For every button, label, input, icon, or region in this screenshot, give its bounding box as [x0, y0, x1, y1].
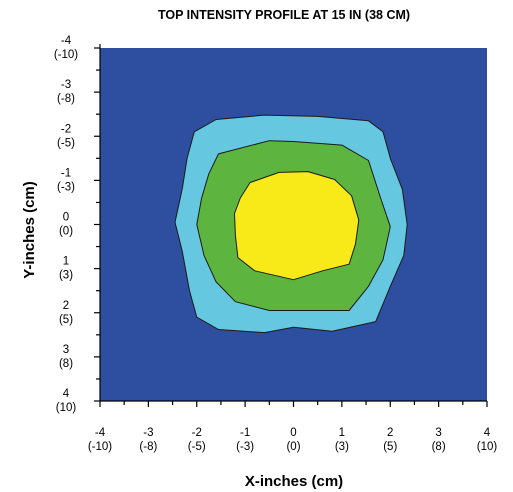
y-tick-label-cm: (0) — [59, 226, 73, 238]
y-tick-label-in: 0 — [63, 212, 69, 224]
y-tick-label-in: 2 — [63, 300, 69, 312]
x-axis-label: X-inches (cm) — [245, 473, 343, 490]
y-tick-label-in: 4 — [63, 388, 70, 400]
y-tick-label-cm: (5) — [59, 314, 73, 326]
x-tick-label-cm: (-5) — [188, 441, 206, 453]
x-tick-label-in: 1 — [339, 427, 345, 439]
y-tick-label-cm: (8) — [59, 358, 73, 370]
contour-region-3 — [234, 171, 360, 281]
x-tick-label-in: 0 — [290, 427, 296, 439]
y-tick-label-cm: (3) — [59, 270, 73, 282]
x-tick-label-cm: (8) — [432, 441, 446, 453]
y-tick-label-in: -1 — [61, 167, 71, 179]
x-tick-label-cm: (10) — [477, 441, 498, 453]
y-tick-label-cm: (-3) — [57, 181, 75, 193]
x-axis-ticks: -4 (-10) -3 (-8) -2 (-5) -1 (-3) 0 (0) 1 (3) 2 (5) 3 (8… — [88, 401, 498, 453]
x-tick-label-cm: (-3) — [236, 441, 254, 453]
y-tick-label-in: 1 — [63, 256, 69, 268]
x-tick-label-in: -4 — [95, 427, 106, 439]
x-tick-label-in: -3 — [143, 427, 153, 439]
y-tick-label-in: -4 — [61, 35, 72, 47]
y-tick-label-cm: (-10) — [54, 49, 78, 61]
chart-title: TOP INTENSITY PROFILE AT 15 IN (38 CM) — [158, 8, 410, 22]
y-tick-label-cm: (10) — [56, 402, 77, 414]
y-tick-label-in: 3 — [63, 344, 69, 356]
contour-layers — [174, 114, 408, 334]
x-tick-label-in: 4 — [484, 427, 491, 439]
x-tick-label-in: -1 — [240, 427, 250, 439]
x-tick-label-cm: (5) — [383, 441, 397, 453]
x-tick-label-cm: (0) — [286, 441, 300, 453]
y-axis-ticks: -4 (-10) -3 (-8) -2 (-5) -1 (-3) 0 (0) 1 (3) 2 (5) 3 (8… — [54, 35, 100, 414]
x-tick-label-cm: (-8) — [139, 441, 157, 453]
x-tick-label-in: 3 — [435, 427, 441, 439]
x-tick-label-cm: (-10) — [88, 441, 112, 453]
x-tick-label-in: -2 — [192, 427, 202, 439]
x-tick-label-cm: (3) — [335, 441, 349, 453]
y-axis-label: Y-inches (cm) — [21, 181, 38, 279]
y-tick-label-cm: (-8) — [57, 93, 75, 105]
x-tick-label-in: 2 — [387, 427, 393, 439]
y-tick-label-cm: (-5) — [57, 137, 75, 149]
y-tick-label-in: -2 — [61, 123, 71, 135]
y-tick-label-in: -3 — [61, 79, 71, 91]
